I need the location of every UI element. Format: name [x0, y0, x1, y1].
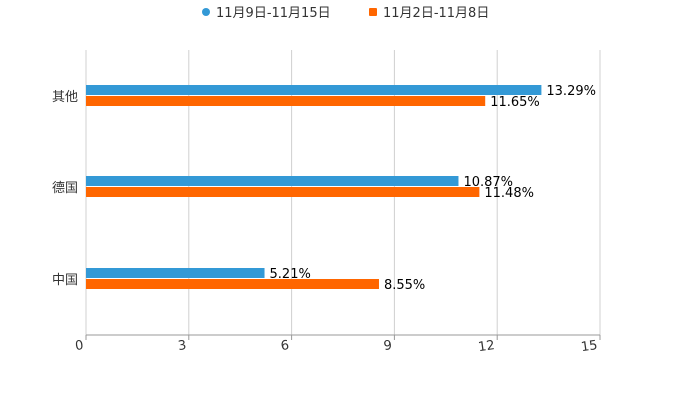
- data-label: 11.65%: [490, 95, 540, 110]
- x-tick-label: 6: [280, 338, 290, 354]
- y-category-label: 中国: [52, 273, 78, 288]
- legend-marker-square: [369, 8, 377, 16]
- bar: [86, 268, 265, 278]
- bar: [86, 279, 379, 289]
- data-label: 13.29%: [546, 84, 596, 99]
- x-tick-label: 0: [74, 338, 84, 354]
- y-category-label: 德国: [52, 181, 78, 196]
- data-label: 10.87%: [463, 175, 513, 190]
- data-label: 11.48%: [484, 186, 534, 201]
- legend-label: 11月2日-11月8日: [383, 6, 489, 21]
- legend-marker-circle: [202, 8, 210, 16]
- x-tick-label: 15: [580, 338, 598, 355]
- legend: 11月9日-11月15日 11月2日-11月8日: [202, 6, 489, 21]
- bar: [86, 176, 459, 186]
- bar: [86, 187, 480, 197]
- y-category-label: 其他: [52, 90, 78, 105]
- data-label: 5.21%: [270, 267, 311, 282]
- x-tick-label: 3: [177, 338, 187, 354]
- bar: [86, 85, 542, 95]
- x-tick-label: 12: [477, 338, 495, 355]
- bars: 13.29% 11.65% 10.87%11.48% 5.21% 8.55%: [86, 84, 596, 293]
- data-label: 8.55%: [384, 278, 425, 293]
- legend-label: 11月9日-11月15日: [216, 6, 331, 21]
- x-tick-label: 9: [383, 338, 393, 354]
- bar: [86, 96, 486, 106]
